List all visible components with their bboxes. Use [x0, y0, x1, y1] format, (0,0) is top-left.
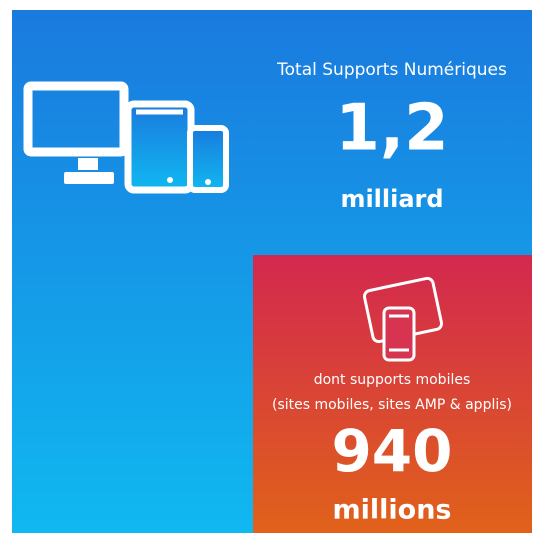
- mobile-panel: [253, 255, 532, 533]
- devices-icon: [23, 81, 229, 194]
- mobile-unit: millions: [333, 495, 452, 526]
- mobile-sublabel: (sites mobiles, sites AMP & applis): [272, 397, 512, 413]
- total-unit: milliard: [340, 185, 443, 213]
- mobile-label: dont supports mobiles: [314, 372, 471, 388]
- total-value: 1,2: [335, 92, 448, 166]
- mobile-icon: [362, 276, 444, 362]
- total-label: Total Supports Numériques: [276, 60, 507, 80]
- mobile-value: 940: [331, 417, 452, 485]
